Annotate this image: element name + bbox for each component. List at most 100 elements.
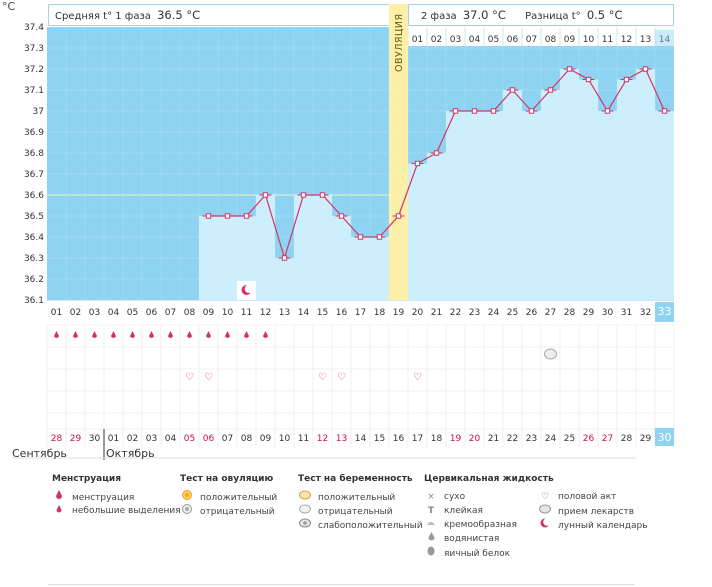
temperature-point (585, 76, 592, 83)
calendar-date-label: 05 (184, 434, 195, 444)
legend-cervical-item: яичный белок (444, 549, 511, 559)
menstruation-drop-icon (54, 331, 59, 338)
phase2-day-label: 12 (621, 35, 632, 45)
cycle-day-label: 06 (146, 308, 158, 318)
menstruation-drop-icon (187, 331, 192, 338)
cycle-day-label: 08 (184, 308, 196, 318)
legend-pregnancy-test: Тест на беременность положительный отриц… (298, 474, 423, 532)
pill-icon (544, 348, 557, 360)
temperature-point (433, 150, 440, 156)
legend-cervical-item: водянистая (444, 534, 500, 544)
cycle-day-label: 12 (260, 308, 271, 318)
phase2-day-label: 11 (602, 35, 613, 45)
menstruation-drop-icon (73, 331, 78, 338)
pill-icon (538, 504, 552, 519)
cycle-day-label: 20 (412, 308, 424, 318)
phase2-day-label: 08 (545, 35, 557, 45)
calendar-date-label: 29 (640, 434, 652, 444)
menstruation-drop-icon (149, 331, 154, 338)
month-prev-label: Сентябрь (12, 447, 67, 460)
menstruation-drop-icon (244, 331, 249, 338)
cycle-day-label: 09 (203, 308, 215, 318)
cycle-day-label: 11 (241, 308, 252, 318)
legend-menstruation-item: менструация (72, 493, 135, 503)
calendar-date-label: 14 (355, 434, 367, 444)
calendar-date-label: 09 (260, 434, 272, 444)
calendar-date-label: 12 (317, 434, 328, 444)
menstruation-drop-icon (225, 331, 230, 338)
month-cur-label: Октябрь (106, 447, 155, 460)
cycle-day-label: 32 (640, 308, 651, 318)
temperature-bar (370, 237, 389, 300)
legend-divider (48, 584, 634, 585)
calendar-date-label: 01 (108, 434, 119, 444)
temperature-bar (484, 111, 503, 300)
temperature-bar (427, 153, 446, 300)
cycle-day-label: 27 (545, 308, 556, 318)
temperature-point (471, 108, 478, 114)
calendar-date-label: 28 (51, 434, 63, 444)
temperature-point (528, 108, 535, 114)
ovulation-band: ОВУЛЯЦИЯ (389, 4, 408, 300)
bbt-chart: ОВУЛЯЦИЯ 37.437.337.237.13736.936.836.73… (12, 4, 675, 460)
temperature-bar (351, 237, 370, 300)
x-cycle-days: 01 02 03 04 05 06 07 08 09 10 11 12 13 14 01 02 03 04 05 06… (51, 30, 674, 322)
legend-menstruation-item: небольшие выделения (72, 506, 181, 516)
legend-ovulation-test-title: Тест на овуляцию (180, 474, 274, 484)
legend: Менструация менструация небольшие выделе… (48, 474, 648, 586)
temperature-point (566, 66, 573, 72)
legend-cervical-item: кремообразная (444, 520, 517, 530)
calendar-date-label: 22 (507, 434, 518, 444)
temperature-point (414, 160, 421, 167)
temperature-bar (617, 79, 636, 300)
calendar-date-label: 29 (70, 434, 82, 444)
heart-icon: ♡ (318, 372, 327, 383)
calendar-date-label: 17 (412, 434, 423, 444)
cycle-day-label: 05 (127, 308, 138, 318)
ovulation-column (389, 4, 408, 300)
cycle-day-label: 21 (431, 308, 442, 318)
temperature-bar (636, 69, 655, 300)
phase2-day-label: 14 (659, 35, 671, 45)
marker-rows: ♡ ♡ ♡ ♡ ♡ (46, 281, 675, 448)
legend-other-item: половой акт (558, 492, 617, 502)
cycle-day-label: 31 (621, 308, 632, 318)
calendar-date-label: 10 (279, 434, 291, 444)
temperature-point (319, 192, 326, 198)
cycle-day-label: 28 (564, 308, 576, 318)
temperature-bar (275, 258, 294, 300)
y-tick-label: 36.9 (24, 128, 44, 138)
cycle-day-label: 16 (336, 308, 348, 318)
heart-icon: ♡ (540, 492, 550, 502)
phase2-day-label: 05 (488, 35, 499, 45)
cycle-day-label: 10 (222, 308, 234, 318)
y-tick-label: 37.1 (24, 86, 44, 96)
temperature-bar (522, 111, 541, 300)
y-ticks: 37.4 37.3 37.2 37.1 37 36.9 36.8 36.7 36.6 36.5 36… (24, 23, 44, 306)
negative-sun-icon (180, 504, 194, 519)
calendar-date-label: 04 (165, 434, 177, 444)
calendar-date-label: 03 (146, 434, 157, 444)
calendar-date-label: 23 (526, 434, 537, 444)
temperature-point (243, 213, 250, 219)
cycle-day-label: 18 (374, 308, 386, 318)
temperature-bar (218, 216, 237, 300)
calendar-date-label: 27 (602, 434, 613, 444)
temperature-point (490, 108, 497, 114)
temperature-point (604, 108, 611, 114)
calendar-date-label: 28 (621, 434, 633, 444)
calendar-date-label: 30 (658, 431, 672, 444)
temperature-bar (579, 79, 598, 300)
positive-sun-icon (180, 490, 194, 505)
y-axis-unit: °C (2, 0, 16, 13)
cycle-day-label: 19 (393, 308, 405, 318)
temperature-point (262, 192, 269, 198)
temperature-bar (408, 163, 427, 300)
ovulation-label: ОВУЛЯЦИЯ (394, 13, 405, 72)
phase2-day-label: 03 (450, 35, 461, 45)
temperature-bar (465, 111, 484, 300)
cycle-day-label: 30 (602, 308, 614, 318)
y-tick-label: 36.1 (24, 296, 44, 306)
drop-small-icon (52, 504, 66, 518)
temperature-point (300, 192, 307, 198)
